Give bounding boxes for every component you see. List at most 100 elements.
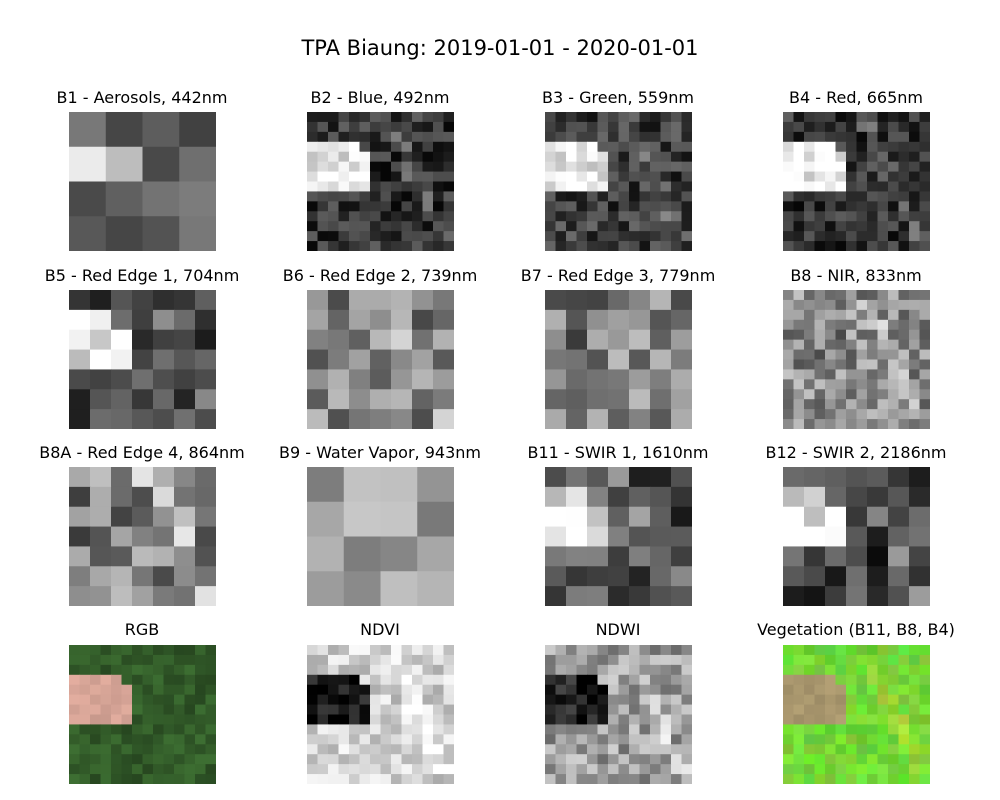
pixel-cell [618, 714, 630, 726]
pixel-cell [111, 754, 123, 765]
pixel-cell [660, 151, 672, 163]
pixel-cell [867, 586, 889, 606]
pixel-cell [417, 536, 454, 572]
pixel-cell [174, 329, 196, 351]
pixel-cell [608, 566, 630, 587]
pixel-cell [650, 764, 662, 775]
pixel-cell [909, 419, 921, 429]
pixel-cell [825, 339, 837, 351]
pixel-cell [370, 211, 382, 222]
pixel-cell [639, 684, 651, 696]
pixel-cell [846, 774, 858, 784]
pixel-cell [888, 141, 900, 153]
pixel-cell [443, 231, 454, 242]
pixel-cell [814, 654, 826, 666]
pixel-cell [338, 664, 350, 676]
pixel-cell [597, 191, 609, 202]
pixel-cell [566, 486, 588, 508]
pixel-cell [629, 112, 641, 123]
pixel-cell [370, 191, 382, 202]
pixel-cell [555, 131, 567, 143]
pixel-cell [681, 151, 692, 163]
pixel-cell [867, 112, 879, 123]
pixel-cell [380, 744, 392, 755]
pixel-cell [835, 664, 847, 676]
pixel-cell [566, 467, 588, 488]
pixel-cell [184, 774, 196, 784]
pixel-cell [919, 684, 930, 696]
pixel-cell [391, 774, 403, 784]
pixel-cell [898, 724, 910, 735]
pixel-cell [825, 744, 837, 755]
pixel-cell [555, 112, 567, 123]
pixel-cell [639, 131, 651, 143]
pixel-cell [380, 754, 392, 765]
pixel-cell [153, 664, 165, 676]
pixel-cell [804, 201, 816, 212]
pixel-cell [814, 419, 826, 429]
pixel-cell [174, 744, 186, 755]
pixel-cell [856, 754, 868, 765]
pixel-cell [195, 546, 216, 567]
pixel-cell [608, 389, 630, 410]
pixel-cell [867, 349, 879, 361]
pixel-cell [877, 399, 889, 410]
pixel-cell [867, 290, 879, 301]
pixel-cell [545, 329, 567, 351]
pixel-cell [184, 694, 196, 706]
pixel-cell [566, 704, 578, 716]
pixel-cell [328, 684, 340, 696]
pixel-cell [338, 764, 350, 775]
panel-title-b7-red-edge-3-779nm: B7 - Red Edge 3, 779nm [520, 266, 716, 285]
pixel-cell [307, 201, 319, 212]
pixel-cell [909, 774, 921, 784]
pixel-cell [359, 151, 371, 163]
pixel-cell [804, 231, 816, 242]
pixel-cell [380, 112, 392, 123]
pixel-cell [328, 201, 340, 212]
pixel-cell [846, 714, 858, 726]
pixel-cell [555, 774, 567, 784]
pixel-cell [919, 704, 930, 716]
pixel-cell [349, 241, 361, 251]
pixel-cell [888, 379, 900, 390]
pixel-cell [783, 171, 795, 183]
pixel-cell [359, 714, 371, 726]
band-image-svg-ndvi [307, 645, 454, 784]
pixel-cell [412, 674, 424, 686]
pixel-cell [69, 546, 91, 567]
pixel-cell [391, 349, 413, 371]
pixel-cell [681, 112, 692, 123]
pixel-cell [671, 467, 692, 488]
pixel-cell [132, 744, 144, 755]
pixel-cell [328, 714, 340, 726]
pixel-cell [629, 714, 641, 726]
pixel-cell [629, 151, 641, 163]
pixel-cell [867, 389, 879, 400]
pixel-cell [867, 409, 879, 420]
pixel-cell [587, 221, 599, 232]
pixel-cell [867, 566, 889, 587]
pixel-cell [443, 754, 454, 765]
pixel-cell [618, 664, 630, 676]
pixel-cell [111, 409, 133, 429]
pixel-cell [639, 645, 651, 656]
pixel-cell [846, 526, 868, 548]
pixel-cell [545, 724, 557, 735]
pixel-cell [846, 546, 868, 567]
pixel-cell [545, 645, 557, 656]
pixel-cell [412, 694, 424, 706]
pixel-cell [132, 566, 154, 587]
pixel-cell [639, 221, 651, 232]
pixel-cell [856, 329, 868, 341]
pixel-cell [307, 171, 319, 183]
pixel-cell [867, 694, 879, 706]
pixel-cell [783, 369, 795, 380]
pixel-cell [380, 121, 392, 133]
pixel-cell [174, 774, 186, 784]
pixel-cell [671, 141, 683, 153]
pixel-cell [174, 586, 196, 606]
pixel-cell [307, 369, 329, 390]
pixel-cell [867, 684, 879, 696]
pixel-cell [835, 339, 847, 351]
